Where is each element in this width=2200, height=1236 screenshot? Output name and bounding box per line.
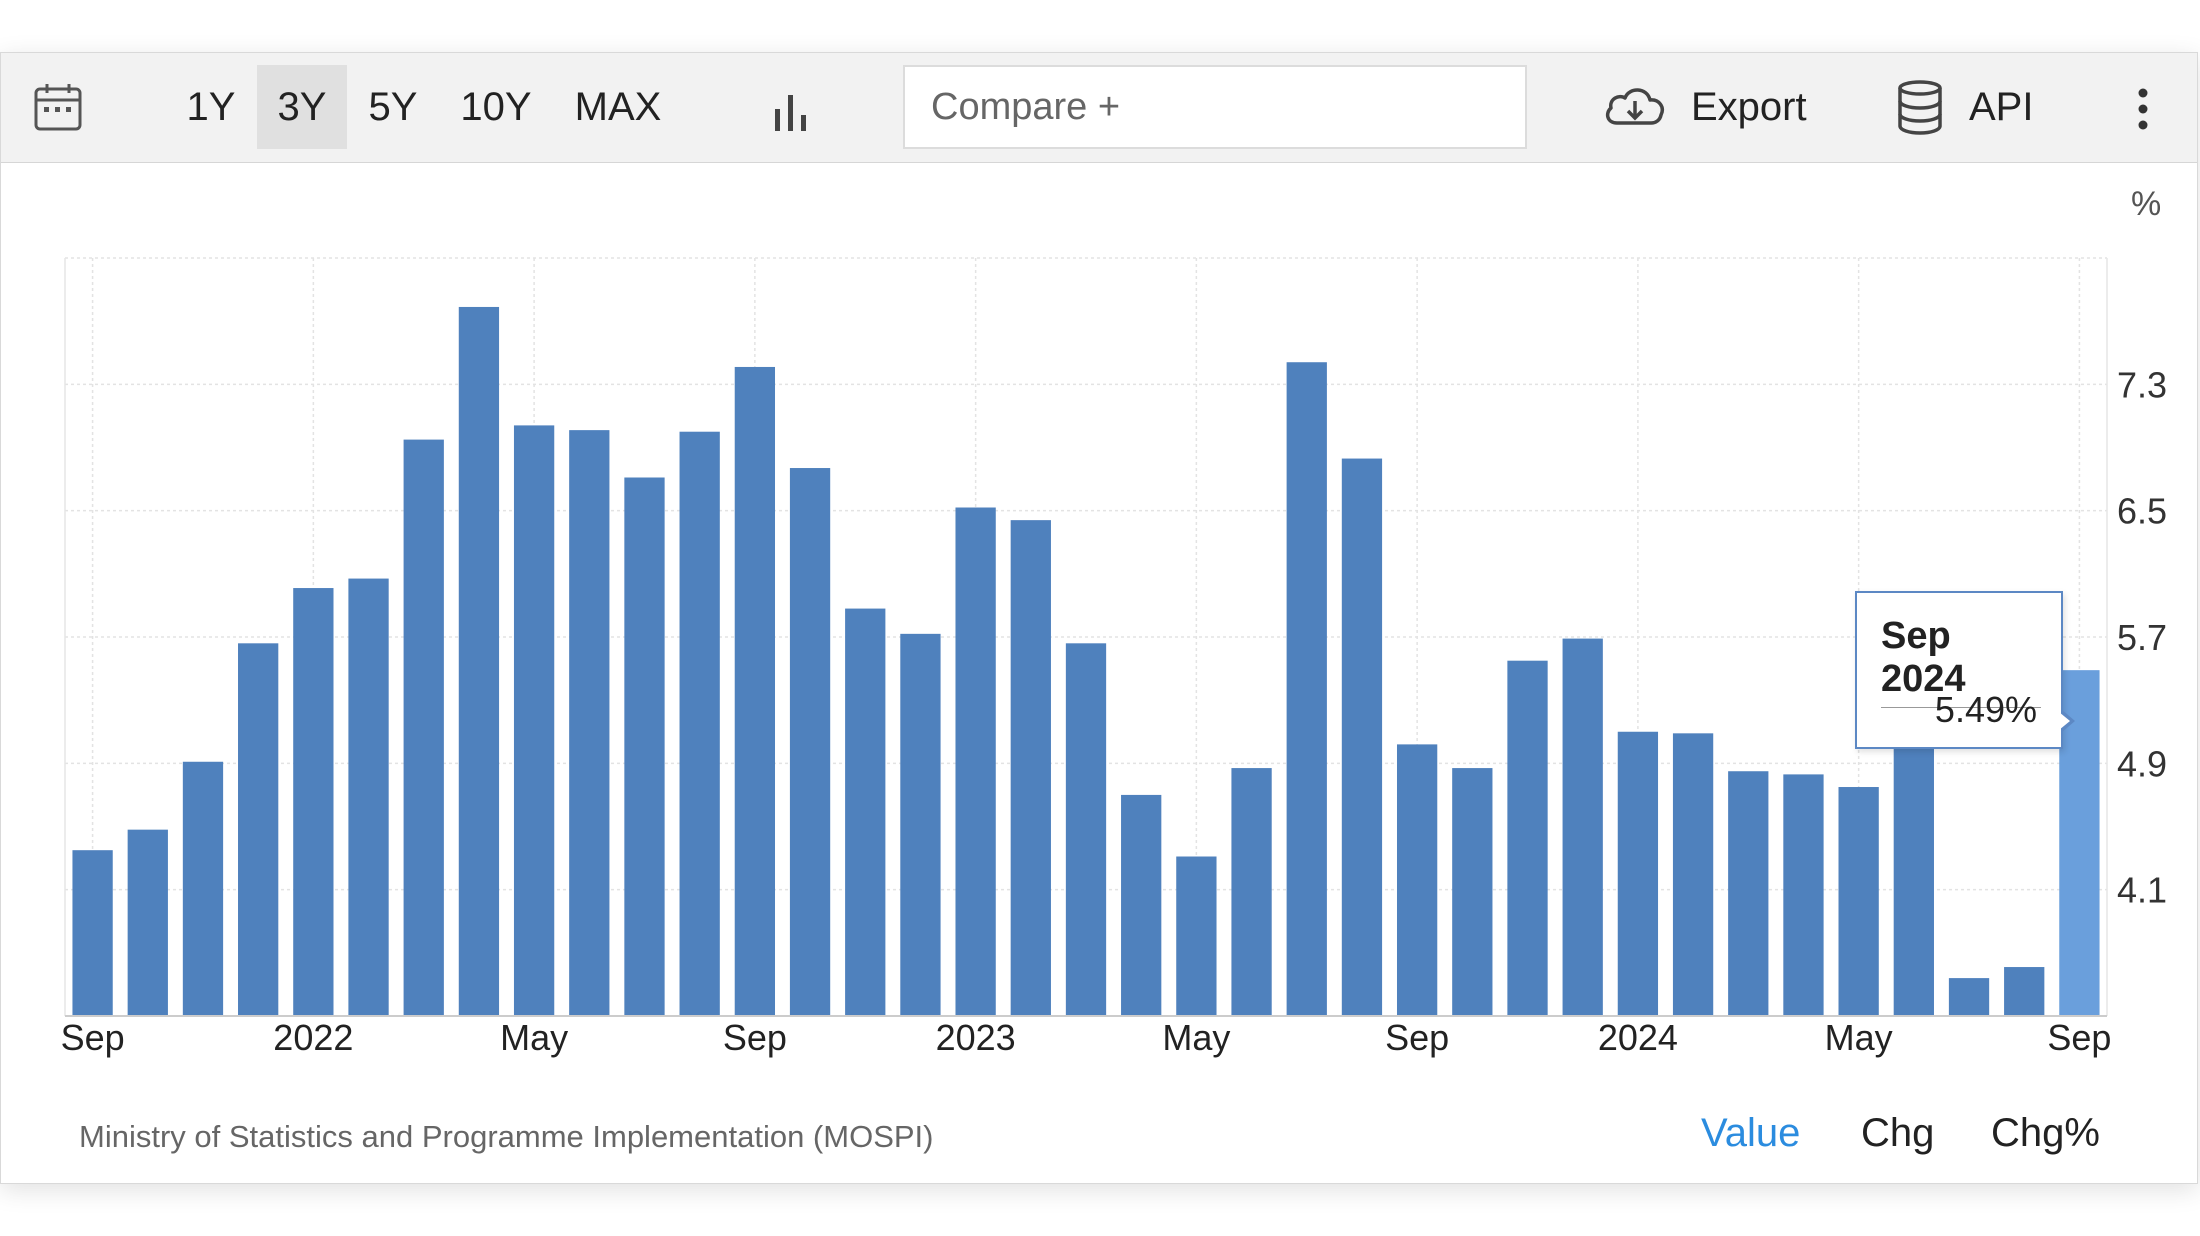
bar — [2004, 967, 2045, 1016]
x-tick-label: Sep — [723, 1017, 787, 1058]
bar — [1176, 856, 1217, 1016]
tooltip-value: 5.49% — [1934, 689, 2037, 730]
bar — [513, 425, 555, 1016]
bar — [1728, 771, 1769, 1016]
bar — [900, 633, 941, 1016]
tooltip: Sep 2024 5.49% — [1855, 591, 2063, 749]
bar — [1010, 520, 1051, 1016]
bar — [238, 643, 279, 1016]
bar — [1452, 768, 1493, 1016]
x-tick-label: 2022 — [273, 1017, 353, 1058]
bar — [458, 306, 500, 1016]
x-tick-label: Sep — [2047, 1017, 2111, 1058]
bar — [789, 468, 831, 1016]
bar-chart-icon[interactable] — [771, 93, 811, 133]
bar — [1341, 458, 1383, 1016]
bar — [1286, 362, 1327, 1017]
x-tick-label: 2024 — [1598, 1017, 1678, 1058]
chart-card: 1Y 3Y 5Y 10Y MAX Compare + Export API — [0, 52, 2198, 1184]
x-tick-label: Sep — [61, 1017, 125, 1058]
bar — [1948, 978, 1990, 1016]
y-tick-label: 6.5 — [2117, 491, 2167, 532]
bar — [1617, 731, 1659, 1016]
cloud-download-icon[interactable] — [1601, 79, 1669, 135]
unit-label: % — [2131, 185, 2162, 223]
api-button[interactable]: API — [1969, 85, 2034, 129]
bar — [293, 588, 334, 1016]
bar — [348, 578, 389, 1016]
range-5y-button[interactable]: 5Y — [368, 84, 418, 129]
tab-chg[interactable]: Chg — [1861, 1111, 1935, 1155]
export-button[interactable]: Export — [1691, 85, 1807, 129]
tooltip-title: Sep 2024 — [1881, 615, 2041, 708]
more-vertical-icon[interactable] — [2133, 87, 2153, 131]
x-tick-label: Sep — [1385, 1017, 1449, 1058]
range-10y-button[interactable]: 10Y — [460, 84, 532, 129]
bar — [127, 829, 168, 1016]
range-1y-button[interactable]: 1Y — [186, 84, 236, 129]
tab-chg-percent[interactable]: Chg% — [1991, 1111, 2100, 1155]
y-tick-label: 7.3 — [2117, 364, 2167, 405]
bar — [955, 507, 996, 1016]
bar — [1065, 643, 1107, 1016]
source-label[interactable]: Ministry of Statistics and Programme Imp… — [79, 1119, 934, 1154]
bar — [1783, 774, 1824, 1016]
bar — [1893, 734, 1934, 1016]
y-tick-label: 4.9 — [2117, 743, 2167, 784]
bar — [1507, 660, 1548, 1016]
chart-toolbar: 1Y 3Y 5Y 10Y MAX Compare + Export API — [1, 53, 2197, 163]
compare-input[interactable]: Compare + — [903, 65, 1527, 149]
bar — [1838, 787, 1879, 1016]
bar — [1121, 794, 1162, 1016]
bar — [1672, 733, 1714, 1016]
y-tick-label: 4.1 — [2117, 870, 2167, 911]
bar-chart: 4.1 4.9 5.7 6.5 7.3 Sep 2022 May Sep 2023 May Sep 20… — [61, 257, 2167, 1058]
x-tick-label: May — [1825, 1017, 1893, 1058]
tooltip-arrow-inner — [2059, 712, 2070, 730]
bar — [1396, 744, 1438, 1016]
bar — [569, 430, 610, 1017]
calendar-icon[interactable] — [33, 81, 83, 133]
bar — [734, 366, 776, 1016]
bar — [679, 431, 720, 1016]
x-tick-label: May — [1162, 1017, 1230, 1058]
y-tick-label: 5.7 — [2117, 617, 2167, 658]
bar — [72, 850, 113, 1016]
tab-value[interactable]: Value — [1701, 1111, 1801, 1155]
x-tick-label: May — [500, 1017, 568, 1058]
bar — [182, 761, 224, 1016]
bar — [403, 439, 444, 1017]
bar — [1562, 638, 1603, 1016]
x-tick-label: 2023 — [936, 1017, 1016, 1058]
range-max-button[interactable]: MAX — [574, 84, 662, 129]
range-3y-button[interactable]: 3Y — [257, 65, 347, 149]
database-icon[interactable] — [1896, 79, 1944, 135]
bar — [1231, 768, 1272, 1016]
bar — [624, 477, 665, 1017]
bar — [845, 608, 886, 1016]
